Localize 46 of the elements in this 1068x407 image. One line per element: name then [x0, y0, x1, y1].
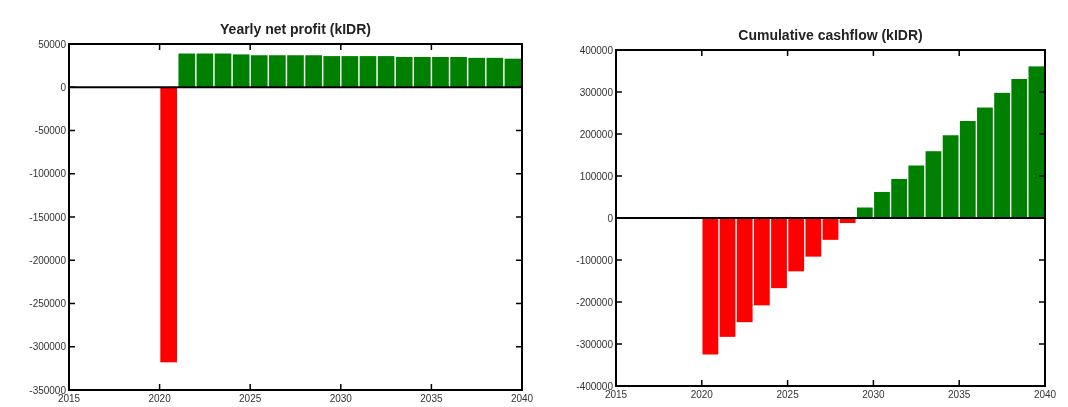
x-tick-label: 2015 — [604, 389, 628, 400]
x-tick-label: 2035 — [948, 389, 971, 400]
y-tick-label: -150000 — [29, 211, 67, 223]
y-tick-label: -100000 — [29, 168, 67, 180]
bar — [232, 54, 250, 88]
bar — [719, 218, 736, 337]
chart-title: Cumulative cashflow (kIDR) — [738, 27, 923, 43]
bar — [160, 87, 177, 363]
x-tick-label: 2020 — [690, 389, 714, 400]
bar — [822, 218, 839, 240]
x-tick-label: 2025 — [776, 389, 800, 400]
bar — [1028, 66, 1045, 218]
bar — [178, 53, 196, 88]
bar — [214, 53, 232, 88]
y-tick-label: -400000 — [576, 380, 614, 392]
x-tick-label: 2040 — [1033, 389, 1057, 400]
bar — [504, 58, 522, 88]
x-tick-label: 2030 — [862, 389, 885, 400]
bar — [702, 218, 719, 355]
x-tick-label: 2030 — [329, 393, 353, 404]
y-tick-label: 200000 — [579, 128, 614, 140]
bar — [377, 56, 395, 88]
y-tick-label: 100000 — [579, 170, 614, 182]
y-tick-label: -350000 — [29, 384, 67, 396]
y-tick-label: 0 — [60, 81, 67, 93]
bar — [359, 56, 377, 88]
x-tick-label: 2015 — [57, 393, 81, 404]
y-tick-label: 400000 — [579, 44, 614, 56]
y-tick-label: 300000 — [579, 86, 614, 98]
chart-title: Yearly net profit (kIDR) — [220, 21, 371, 37]
bar — [341, 56, 359, 88]
bar — [196, 53, 214, 88]
x-tick-label: 2025 — [239, 393, 262, 404]
y-tick-label: -300000 — [576, 338, 614, 350]
y-tick-label: -250000 — [29, 298, 67, 309]
y-tick-label: 0 — [607, 212, 614, 224]
y-tick-label: -300000 — [29, 341, 67, 353]
y-tick-label: -200000 — [576, 296, 614, 308]
x-tick-label: 2035 — [420, 393, 443, 404]
x-tick-label: 2040 — [510, 393, 534, 404]
y-tick-label: -100000 — [576, 254, 614, 266]
y-tick-label: -200000 — [29, 254, 67, 266]
y-tick-label: 50000 — [38, 38, 67, 50]
y-tick-label: -50000 — [34, 125, 67, 136]
x-tick-label: 2020 — [148, 393, 172, 404]
bar — [925, 151, 942, 218]
